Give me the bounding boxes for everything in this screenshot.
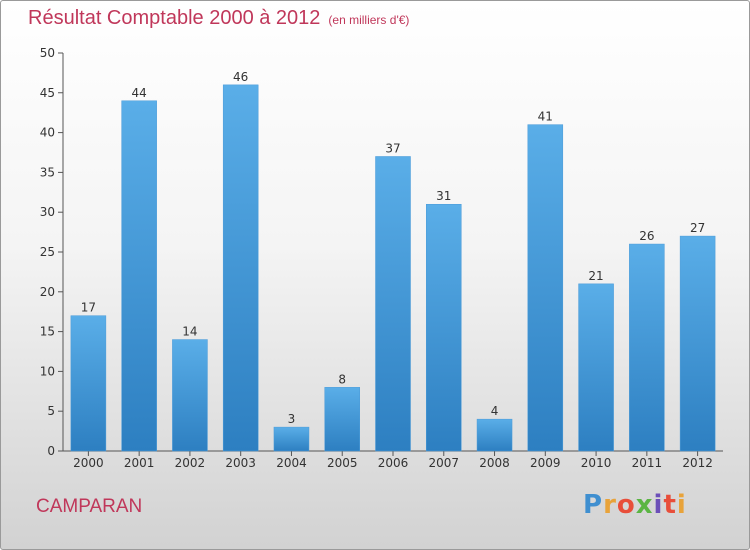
y-tick-label: 20 [40, 285, 55, 299]
bar-2002 [172, 339, 208, 452]
x-tick-label: 2003 [225, 456, 256, 470]
chart-title-text: Résultat Comptable 2000 à 2012 [28, 7, 321, 29]
bar-2010 [578, 283, 614, 452]
bar-value-label: 26 [639, 229, 654, 243]
chart-title: Résultat Comptable 2000 à 2012 (en millie… [28, 7, 409, 30]
bar-2001 [121, 100, 157, 452]
x-tick-label: 2001 [124, 456, 155, 470]
bar-value-label: 8 [338, 372, 346, 386]
bar-value-label: 44 [132, 86, 147, 100]
y-tick-label: 30 [40, 205, 55, 219]
y-tick-label: 45 [40, 86, 55, 100]
x-tick-label: 2005 [327, 456, 358, 470]
bar-2008 [476, 418, 513, 452]
bar-value-label: 31 [436, 189, 451, 203]
y-tick-label: 10 [40, 364, 55, 378]
bar-value-label: 14 [182, 325, 197, 339]
commune-name: CAMPARAN [36, 496, 143, 517]
x-tick-label: 2002 [175, 456, 206, 470]
bar-value-label: 3 [288, 412, 296, 426]
bar-value-label: 37 [385, 141, 400, 155]
y-tick-label: 35 [40, 165, 55, 179]
chart-subtitle: (en milliers d'€) [328, 13, 410, 27]
chart-bars [70, 84, 716, 452]
bar-value-label: 46 [233, 70, 248, 84]
bar-2000 [70, 315, 107, 452]
bar-2004 [273, 426, 310, 452]
y-tick-label: 25 [40, 245, 55, 259]
bar-2003 [222, 84, 259, 452]
bar-value-label: 41 [538, 110, 553, 124]
x-tick-label: 2012 [682, 456, 713, 470]
x-tick-label: 2010 [581, 456, 612, 470]
bar-2007 [426, 203, 462, 452]
bar-2006 [375, 156, 411, 452]
bar-2011 [629, 243, 665, 452]
proxiti-logo: Proxiti [583, 490, 687, 520]
bar-2005 [324, 387, 360, 452]
x-tick-label: 2007 [428, 456, 459, 470]
chart-labels: 17 2000 44 2001 14 2002 46 2003 3 2004 8 2005 37 2006… [73, 70, 713, 470]
y-tick-label: 40 [40, 126, 55, 140]
x-tick-label: 2006 [378, 456, 409, 470]
x-tick-label: 2011 [632, 456, 663, 470]
y-tick-label: 50 [40, 46, 55, 60]
y-tick-label: 5 [47, 404, 55, 418]
y-tick-label: 0 [47, 444, 55, 458]
bar-value-label: 27 [690, 221, 705, 235]
bar-value-label: 4 [491, 404, 499, 418]
bar-2012 [679, 235, 716, 452]
x-tick-label: 2004 [276, 456, 307, 470]
y-tick-label: 15 [40, 325, 55, 339]
x-tick-label: 2008 [479, 456, 510, 470]
x-tick-label: 2000 [73, 456, 104, 470]
bar-value-label: 17 [81, 301, 96, 315]
bar-2009 [527, 124, 564, 452]
x-tick-label: 2009 [530, 456, 561, 470]
bar-value-label: 21 [588, 269, 603, 283]
